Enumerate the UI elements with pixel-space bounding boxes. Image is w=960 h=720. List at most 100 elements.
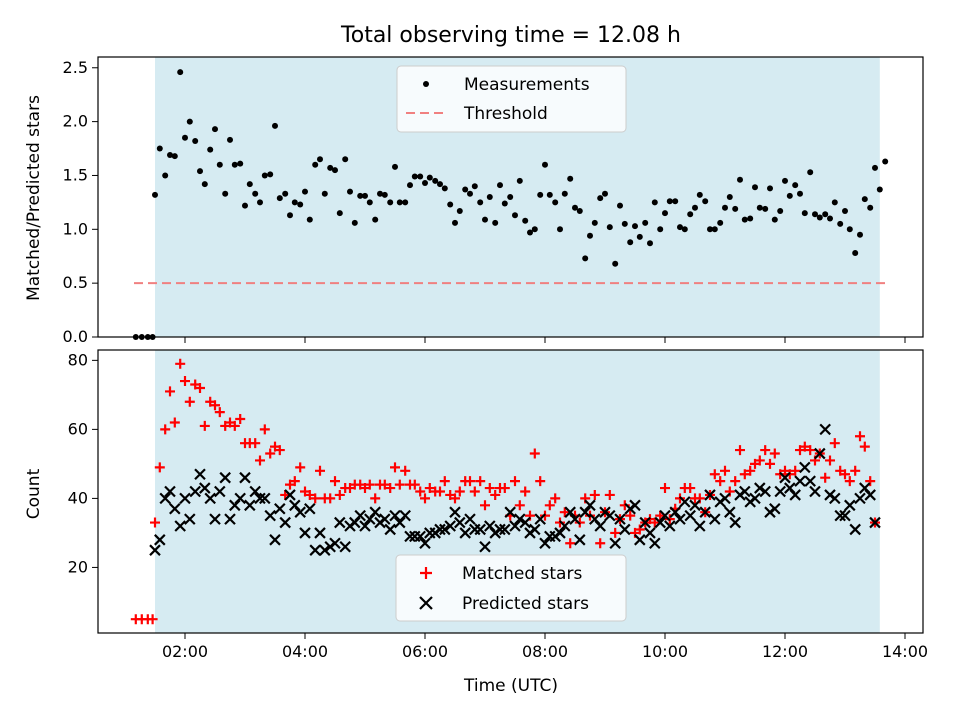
matched-star-point [490, 489, 501, 500]
y-tick-label: 20 [68, 557, 88, 576]
predicted-star-point [789, 489, 801, 501]
measurement-point [572, 204, 578, 211]
measurement-point [417, 173, 424, 180]
predicted-star-point [249, 485, 261, 498]
predicted-star-point [669, 506, 681, 518]
measurement-point [636, 233, 643, 240]
matched-star-point [424, 483, 435, 494]
measurement-point [276, 195, 283, 202]
measurement-point [857, 231, 863, 238]
measurement-point [582, 255, 589, 262]
legend-marker-measurements [423, 81, 429, 87]
measurement-point [272, 122, 278, 129]
measurement-point [201, 181, 208, 188]
predicted-star-point [569, 513, 581, 525]
predicted-star-point [639, 516, 651, 529]
predicted-star-point [644, 527, 656, 539]
matched-star-point [475, 476, 486, 487]
predicted-star-point [204, 492, 216, 505]
measurement-point [471, 183, 478, 190]
predicted-star-point [809, 485, 821, 498]
predicted-star-point [854, 492, 866, 505]
matched-star-point [625, 510, 636, 521]
predicted-star-point [844, 499, 856, 512]
predicted-star-point [464, 513, 476, 525]
measurement-point [227, 136, 233, 143]
measurement-point [231, 161, 238, 168]
predicted-star-point [149, 544, 161, 556]
measurement-point [726, 194, 733, 200]
measurement-point [477, 199, 484, 206]
measurement-point [222, 190, 229, 197]
measurement-point [327, 164, 334, 171]
x-tick-label: 12:00 [762, 642, 808, 661]
matched-star-point [760, 445, 771, 456]
chart-title: Total observing time = 12.08 h [340, 23, 681, 48]
predicted-star-point [474, 523, 486, 536]
y-tick-label: 0.0 [63, 327, 88, 346]
predicted-star-point [479, 540, 491, 553]
measurement-point [482, 216, 488, 223]
matched-star-point [840, 469, 850, 480]
predicted-star-point [264, 509, 276, 522]
matched-star-point [589, 489, 600, 500]
matched-star-point [745, 465, 756, 476]
predicted-star-point [614, 513, 626, 525]
measurement-point [876, 186, 883, 193]
measurement-point [177, 69, 184, 76]
top-panel: 0.0 0.5 1.0 1.5 2.0 2.5 Measurements Threshold [63, 56, 924, 346]
predicted-star-point [534, 513, 546, 525]
matched-star-point [649, 517, 660, 528]
measurement-point [546, 191, 553, 198]
predicted-star-point [154, 534, 166, 546]
predicted-star-point [794, 475, 806, 487]
matched-star-point [790, 465, 801, 476]
measurement-point [621, 220, 628, 227]
matched-star-point [529, 448, 540, 459]
measurement-point [552, 199, 559, 206]
measurement-point [282, 190, 289, 197]
measurement-point [186, 118, 193, 125]
predicted-star-point [779, 471, 791, 484]
measurement-point [756, 204, 763, 211]
measurement-point [867, 204, 874, 211]
measurement-point [812, 211, 818, 218]
matched-star-point [550, 493, 561, 504]
predicted-star-point [384, 523, 396, 536]
measurement-point [822, 211, 829, 218]
measurement-point [152, 191, 158, 198]
matched-star-point [855, 431, 865, 442]
measurement-point [677, 224, 683, 231]
matched-star-point [595, 538, 606, 549]
measurement-point [242, 202, 248, 209]
measurement-point [237, 160, 244, 167]
measurement-point [357, 192, 364, 199]
matched-star-point [169, 417, 180, 428]
measurement-point [717, 219, 724, 226]
measurement-point [852, 250, 859, 256]
matched-star-point [150, 517, 160, 528]
matched-star-point [450, 493, 460, 504]
matched-star-point [229, 420, 240, 431]
matched-star-point [844, 476, 855, 487]
measurement-point [456, 208, 463, 214]
predicted-star-point [419, 537, 431, 550]
y-tick-label: 1.5 [63, 165, 88, 184]
matched-star-point [415, 486, 426, 497]
predicted-star-point [314, 527, 326, 539]
predicted-star-point [749, 492, 761, 505]
predicted-star-point [679, 496, 691, 508]
measurement-point [171, 153, 178, 160]
measurement-point [486, 194, 493, 200]
predicted-star-point [444, 520, 456, 532]
matched-star-point [147, 614, 158, 625]
matched-star-point [325, 493, 336, 504]
predicted-star-point [499, 523, 511, 536]
matched-star-point [235, 414, 246, 425]
matched-star-point [255, 455, 265, 466]
measurement-point [762, 205, 769, 212]
measurement-point [587, 232, 593, 239]
matched-star-point [465, 476, 475, 487]
predicted-star-point [329, 537, 341, 550]
